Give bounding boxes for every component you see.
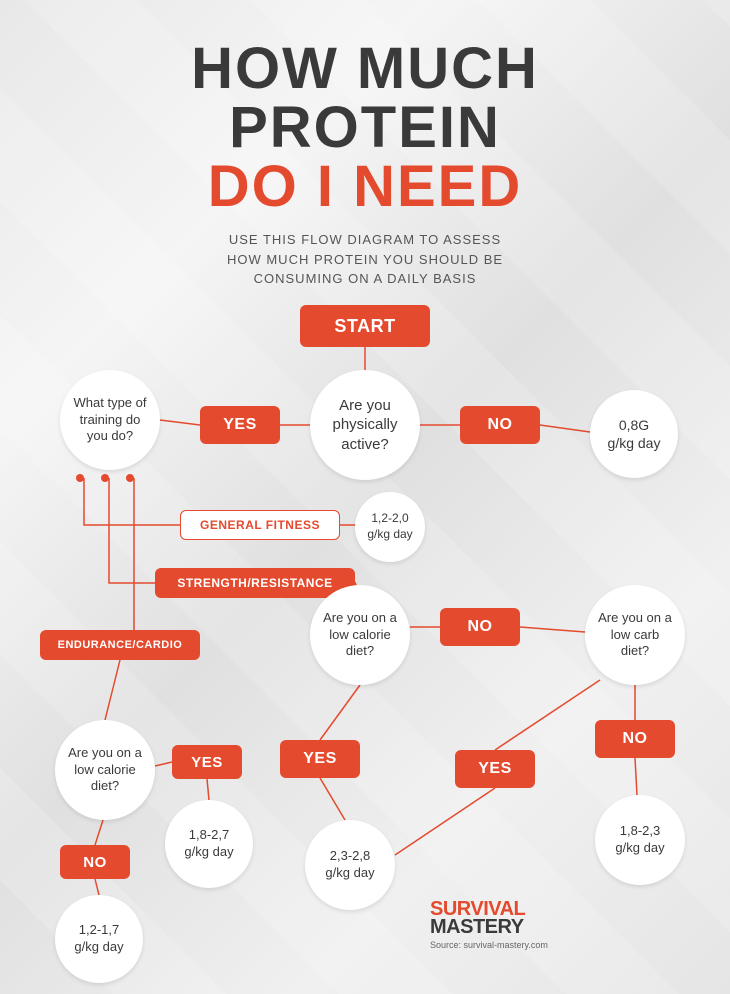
node-r12_20: 1,2-2,0g/kg day [355,492,425,562]
logo: SURVIVAL MASTERY [430,900,525,936]
node-yes2: YES [280,740,360,778]
node-no3: NO [595,720,675,758]
node-genfit: GENERAL FITNESS [180,510,340,540]
node-q_lowcal2: Are you on alow caloriediet? [55,720,155,820]
node-q_lowcarb: Are you on alow carbdiet? [585,585,685,685]
node-no1: NO [460,406,540,444]
title-line3: DO I NEED [0,153,730,220]
node-endurance: ENDURANCE/CARDIO [40,630,200,660]
title-block: HOW MUCH PROTEIN DO I NEED USE THIS FLOW… [0,0,730,289]
node-strength: STRENGTH/RESISTANCE [155,568,355,598]
node-start: START [300,305,430,347]
branch-dot [76,474,84,482]
node-r08: 0,8Gg/kg day [590,390,678,478]
node-q_active: Are youphysicallyactive? [310,370,420,480]
node-r12_17: 1,2-1,7g/kg day [55,895,143,983]
node-r23_28: 2,3-2,8g/kg day [305,820,395,910]
node-yes1: YES [200,406,280,444]
node-q_training: What type oftraining doyou do? [60,370,160,470]
title-line2: PROTEIN [0,94,730,161]
node-q_lowcal1: Are you on alow caloriediet? [310,585,410,685]
subtitle: USE THIS FLOW DIAGRAM TO ASSESSHOW MUCH … [0,230,730,289]
node-no4: NO [60,845,130,879]
branch-dot [101,474,109,482]
node-r18_27: 1,8-2,7g/kg day [165,800,253,888]
branch-dot [126,474,134,482]
node-yes4: YES [172,745,242,779]
logo-line2: MASTERY [430,918,525,936]
title-line1: HOW MUCH [0,35,730,102]
source-text: Source: survival-mastery.com [430,940,548,950]
node-r18_23: 1,8-2,3g/kg day [595,795,685,885]
node-yes3: YES [455,750,535,788]
node-no2: NO [440,608,520,646]
